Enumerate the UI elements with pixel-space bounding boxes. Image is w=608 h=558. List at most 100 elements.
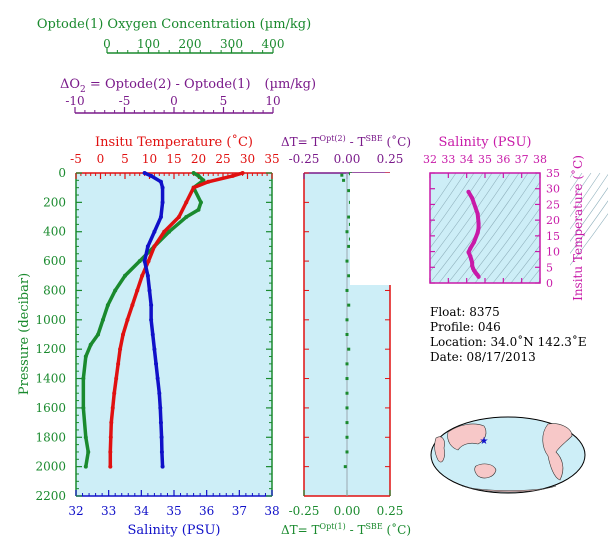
ts-top-mask bbox=[430, 161, 540, 173]
ts-temperature-tick-label: 35 bbox=[546, 167, 560, 180]
oxygen-axis-tick-label: 400 bbox=[262, 37, 285, 51]
delta-t-point bbox=[345, 362, 349, 366]
delta-t-top-sup2: SBE bbox=[365, 134, 382, 143]
delta-t-point bbox=[347, 189, 351, 193]
map-land-americas bbox=[542, 423, 573, 481]
delta-t-point bbox=[345, 435, 349, 439]
salinity-point bbox=[147, 288, 152, 293]
ts-temperature-tick-label: 20 bbox=[546, 214, 560, 227]
temperature-point bbox=[130, 303, 135, 308]
pressure-tick-label: 2200 bbox=[35, 489, 66, 503]
pressure-tick-label: 1200 bbox=[35, 342, 66, 356]
temperature-point bbox=[176, 215, 181, 220]
temperature-point bbox=[240, 171, 245, 175]
ts-temperature-title: Insitu Temperature (˚C) bbox=[570, 155, 585, 301]
delta-t-point bbox=[343, 465, 347, 469]
ts-density-contour bbox=[456, 172, 538, 284]
salinity-point bbox=[155, 376, 160, 381]
delta-t-top-mid: - T bbox=[346, 135, 366, 149]
salinity-point bbox=[142, 259, 147, 264]
temperature-point bbox=[109, 420, 114, 425]
map-land-europe-africa bbox=[434, 436, 445, 463]
ts-density-contour bbox=[429, 172, 511, 284]
salinity-tick-label: 34 bbox=[134, 504, 150, 518]
oxygen-point bbox=[100, 317, 105, 322]
oxygen-point bbox=[191, 171, 196, 175]
salinity-point bbox=[154, 361, 159, 366]
ts-salinity-tick-label: 38 bbox=[533, 153, 547, 166]
oxygen-point bbox=[198, 200, 203, 205]
temperature-point bbox=[125, 317, 130, 322]
delta-o2-axis-tick-label: 0 bbox=[170, 94, 178, 108]
salinity-point bbox=[160, 185, 165, 190]
salinity-tick-label: 33 bbox=[101, 504, 116, 518]
temperature-point bbox=[108, 449, 113, 454]
ts-point bbox=[466, 189, 471, 194]
oxygen-point bbox=[123, 273, 127, 278]
temperature-point bbox=[230, 173, 235, 178]
delta-t-bottom-tick-label: 0.25 bbox=[377, 504, 404, 518]
pressure-tick-label: 0 bbox=[58, 166, 66, 180]
salinity-point bbox=[158, 405, 163, 410]
info-float: Float: 8375 bbox=[430, 305, 500, 319]
delta-t-point bbox=[345, 230, 349, 234]
oxygen-axis-tick-label: 100 bbox=[137, 37, 160, 51]
oxygen-axis-title: Optode(1) Oxygen Concentration (µm/kg) bbox=[37, 17, 311, 32]
delta-t-panel-axes: -0.25 0.00 0.25 -0.25 0.00 0.25 bbox=[289, 152, 404, 518]
salinity-point bbox=[159, 449, 164, 454]
oxygen-axis: 0 100 200 300 400 bbox=[103, 37, 285, 54]
oxygen-point bbox=[81, 376, 86, 381]
delta-t-top-units: (˚C) bbox=[383, 134, 411, 149]
ts-temperature-tick-label: 10 bbox=[546, 246, 560, 259]
salinity-point bbox=[158, 420, 163, 425]
salinity-point bbox=[159, 435, 164, 440]
delta-o2-title-prefix: ΔO bbox=[60, 77, 80, 92]
temperature-point bbox=[162, 229, 167, 234]
delta-t-point bbox=[347, 347, 351, 351]
ts-point bbox=[476, 274, 481, 279]
salinity-point bbox=[149, 317, 154, 322]
oxygen-point bbox=[83, 464, 88, 469]
salinity-point bbox=[160, 200, 165, 205]
pressure-tick-label: 2000 bbox=[35, 460, 66, 474]
pressure-tick-label: 800 bbox=[43, 283, 66, 297]
ts-density-contour bbox=[447, 172, 529, 284]
oxygen-point bbox=[88, 342, 93, 347]
salinity-point bbox=[145, 244, 150, 249]
salinity-point bbox=[157, 391, 162, 396]
delta-t-bottom-tick-label: 0.00 bbox=[334, 504, 361, 518]
temperature-point bbox=[146, 259, 151, 264]
temperature-point bbox=[114, 376, 119, 381]
ts-temperature-tick-label: 30 bbox=[546, 183, 560, 196]
float-location-marker-icon: ★ bbox=[480, 436, 489, 447]
ts-point bbox=[470, 196, 475, 201]
oxygen-point bbox=[137, 259, 142, 264]
ts-bottom-mask bbox=[430, 283, 540, 293]
oxygen-point bbox=[86, 449, 91, 454]
main-panel-data bbox=[81, 171, 245, 469]
ts-point bbox=[470, 260, 475, 265]
temperature-point bbox=[135, 288, 140, 293]
ts-point bbox=[469, 257, 474, 262]
delta-o2-subscript: 2 bbox=[80, 85, 86, 95]
salinity-point bbox=[142, 171, 147, 175]
pressure-axis-title: Pressure (decibar) bbox=[17, 273, 32, 395]
temperature-tick-label: 15 bbox=[166, 152, 181, 166]
ts-right-mask bbox=[540, 171, 570, 285]
salinity-tick-label: 36 bbox=[199, 504, 214, 518]
info-profile: Profile: 046 bbox=[430, 320, 501, 334]
map-land-australia bbox=[474, 463, 497, 479]
delta-t-top-title: ΔT= TOpt(2) - TSBE (˚C) bbox=[281, 134, 411, 149]
oxygen-point bbox=[83, 354, 88, 359]
delta-t-point bbox=[345, 391, 349, 395]
info-date: Date: 08/17/2013 bbox=[430, 350, 536, 364]
oxygen-point bbox=[96, 332, 101, 337]
pressure-tick-label: 400 bbox=[43, 225, 66, 239]
temperature-point bbox=[140, 273, 145, 278]
salinity-tick-label: 37 bbox=[232, 504, 247, 518]
ts-temperature-tick-label: 5 bbox=[546, 261, 553, 274]
ts-salinity-tick-label: 32 bbox=[423, 153, 437, 166]
delta-t-point bbox=[345, 377, 349, 381]
temperature-point bbox=[191, 185, 196, 190]
